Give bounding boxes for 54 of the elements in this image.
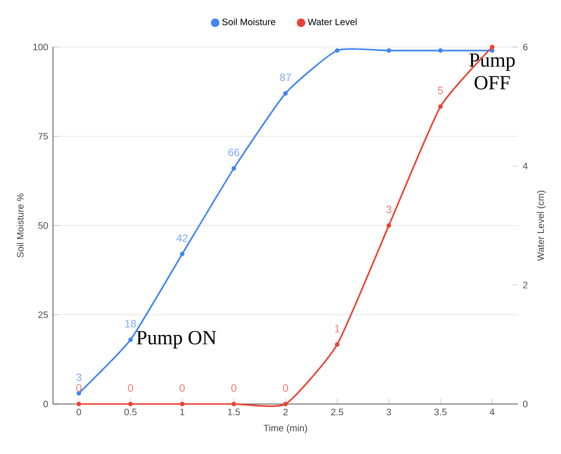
x-tick-label: 2 (283, 408, 288, 416)
data-label: 87 (280, 74, 291, 82)
y2-axis-title: Water Level (cm) (537, 190, 546, 261)
point (386, 48, 392, 53)
data-label: 0 (76, 384, 82, 392)
data-label: 3 (76, 373, 82, 382)
x-tick-label: 4 (490, 408, 494, 416)
point (283, 91, 288, 96)
point (386, 223, 392, 228)
legend-label: Water Level (308, 18, 357, 26)
point (128, 337, 133, 342)
y-tick-label: 75 (38, 132, 48, 140)
y2-tick-label: 0 (523, 400, 528, 408)
y-tick-label: 100 (33, 44, 48, 50)
point (232, 166, 236, 171)
data-label: 0 (231, 384, 236, 392)
data-label: 18 (125, 320, 136, 328)
y2-tick-label: 4 (522, 162, 528, 170)
point (180, 252, 184, 256)
point (438, 48, 443, 53)
data-label: 1 (335, 324, 340, 332)
point (438, 104, 443, 109)
x-tick-label: 1 (180, 408, 184, 416)
data-label: 0 (180, 384, 185, 392)
x-tick-label: 1.5 (228, 408, 240, 416)
point (490, 44, 494, 50)
point (232, 402, 236, 406)
point (283, 402, 288, 406)
point (128, 402, 133, 406)
point (76, 402, 82, 406)
y-tick-label: 50 (38, 222, 48, 229)
x-tick-label: 2.5 (331, 408, 344, 416)
y2-tick-label: 2 (523, 282, 528, 288)
data-label: 42 (176, 234, 188, 242)
data-label: 3 (386, 206, 392, 214)
point (490, 48, 494, 53)
data-label: 0 (128, 384, 134, 392)
x-tick-label: 0 (76, 408, 82, 416)
annotation: Pump ON (136, 330, 216, 348)
point (334, 48, 340, 53)
x-tick-label: 3 (386, 408, 392, 416)
data-label: 5 (438, 86, 444, 94)
legend-label: Soil Moisture (222, 18, 276, 26)
point (334, 342, 340, 347)
y-tick-label: 25 (38, 311, 48, 318)
point (180, 402, 184, 406)
data-label: 66 (228, 148, 240, 156)
x-tick-label: 3.5 (434, 408, 447, 416)
y-tick-label: 0 (43, 400, 48, 408)
x-tick-label: 0.5 (124, 408, 137, 416)
y2-tick-label: 6 (523, 44, 528, 50)
x-axis-title: Time (min) (264, 424, 308, 434)
y-axis-title: Soil Moisture % (16, 193, 24, 258)
data-label: 0 (282, 384, 288, 392)
